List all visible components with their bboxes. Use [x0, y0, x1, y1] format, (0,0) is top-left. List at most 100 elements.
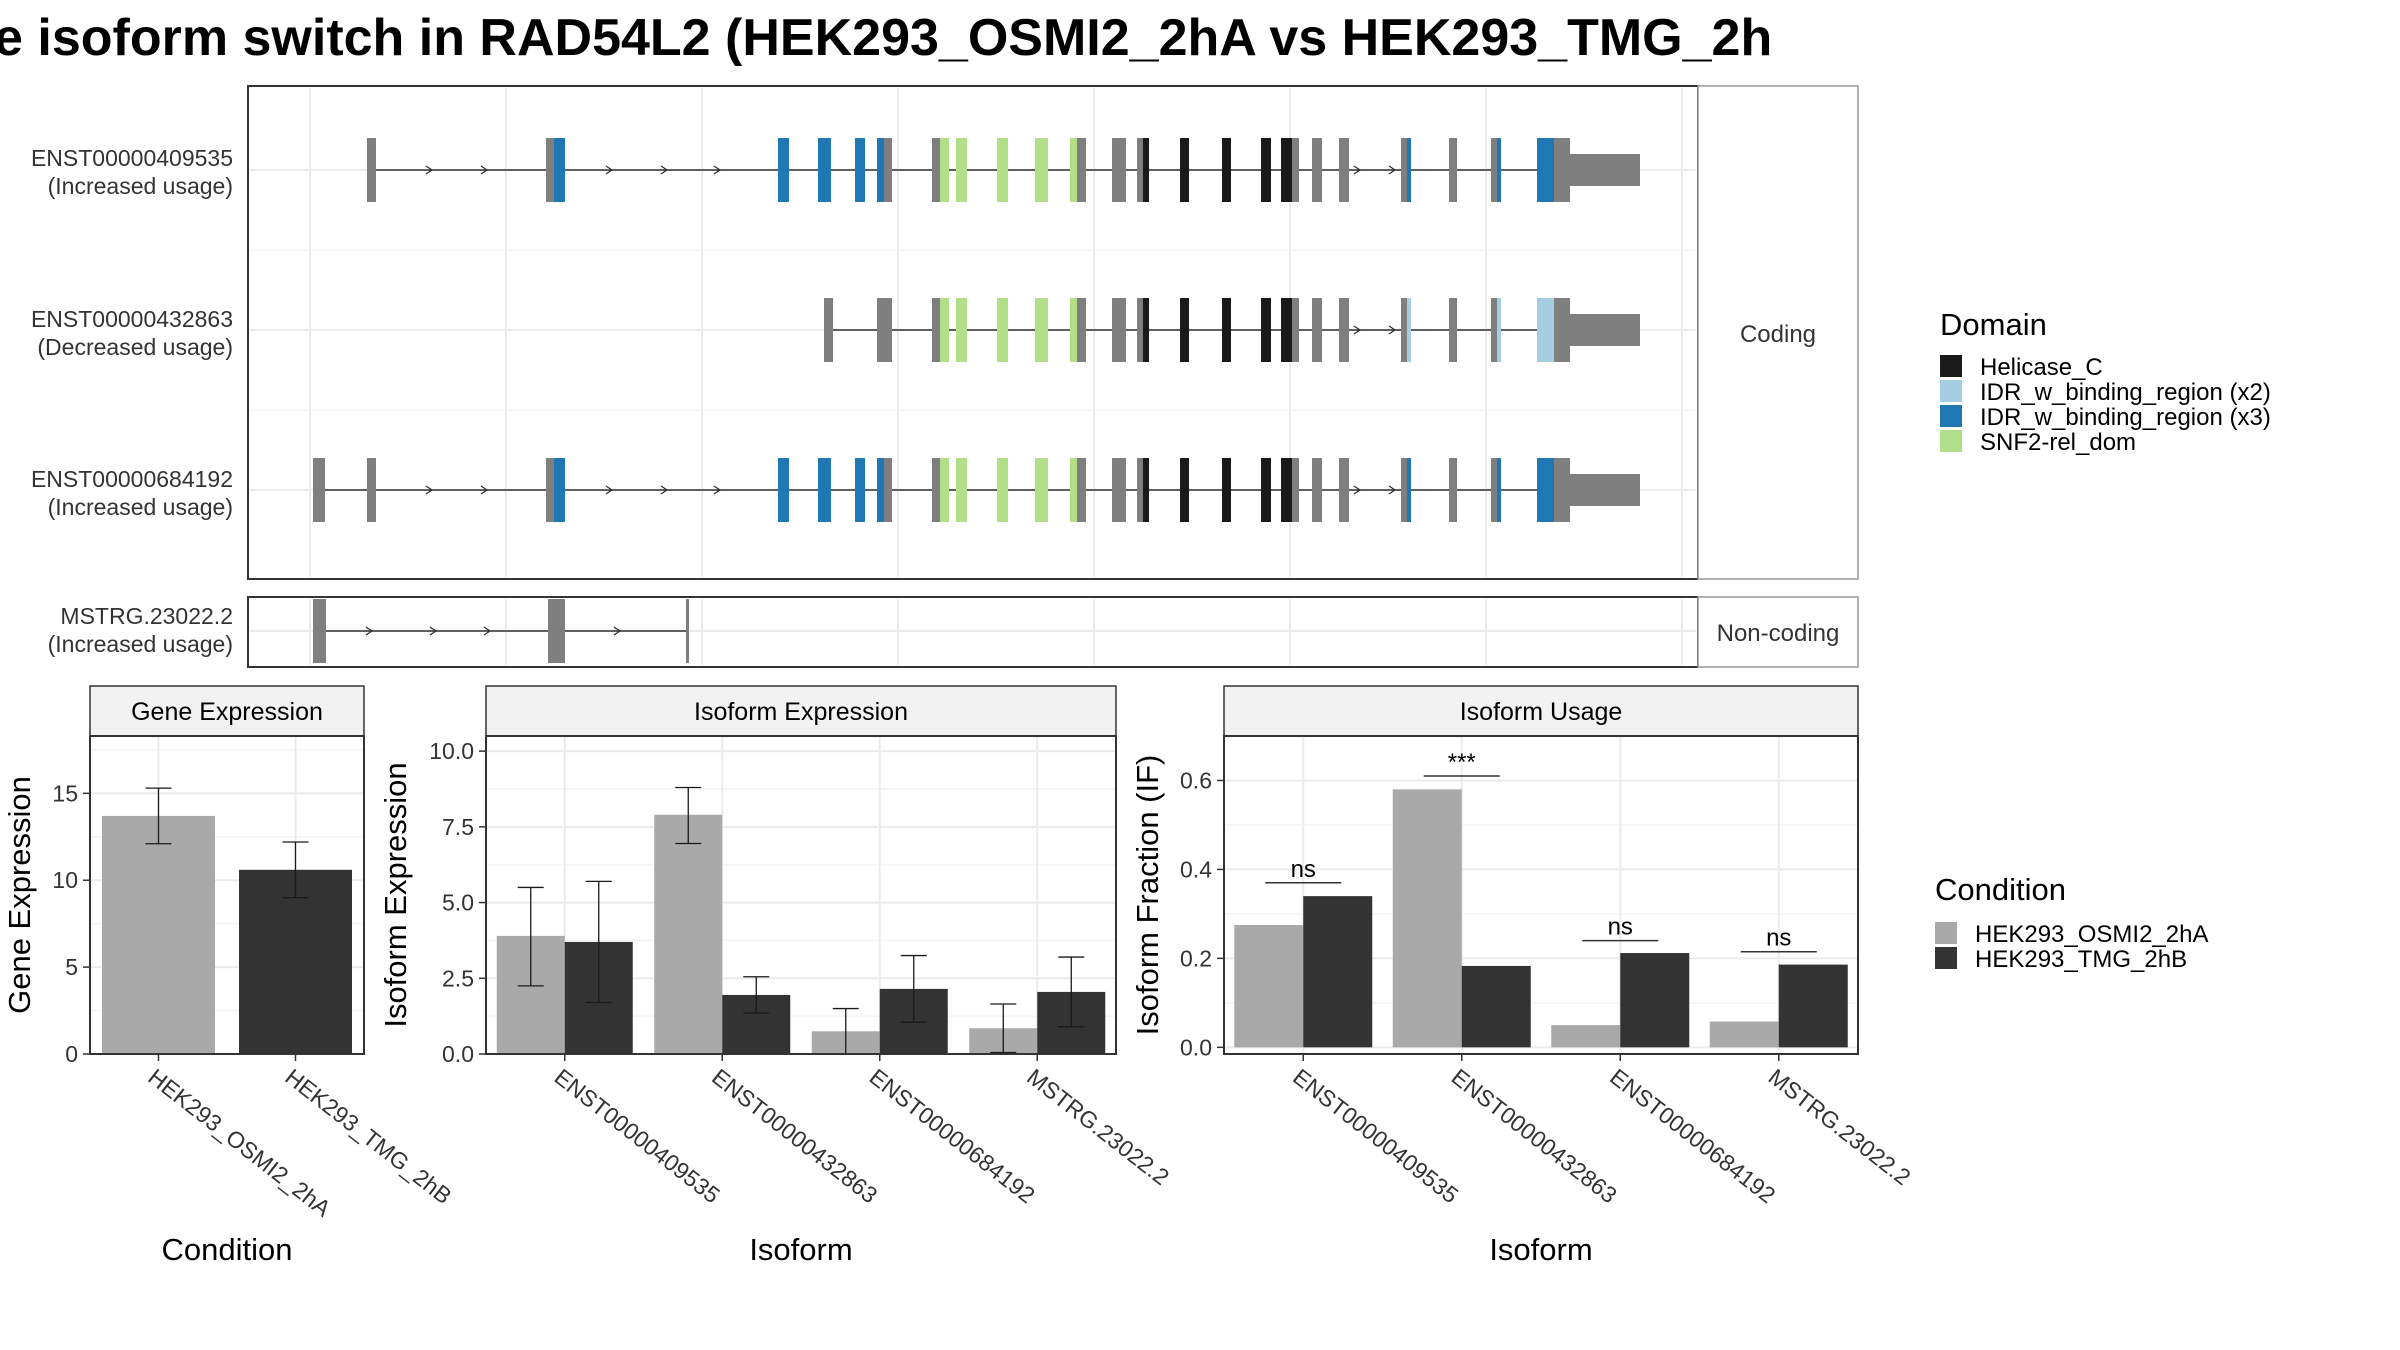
exon: [1112, 298, 1126, 362]
bar: [239, 869, 352, 1054]
bar: [1392, 789, 1462, 1048]
exon: [1401, 138, 1407, 202]
exon: [1035, 458, 1048, 522]
exon: [1261, 458, 1271, 522]
significance-label: ns: [1766, 925, 1791, 952]
bar: [102, 815, 215, 1054]
exon: [997, 458, 1008, 522]
exon: [1537, 298, 1554, 362]
transcript-track: [313, 458, 1640, 522]
strand-arrow: [1388, 485, 1397, 495]
exon: [956, 458, 967, 522]
strand-arrow: [613, 626, 622, 636]
y-tick-label: 0.6: [1180, 767, 1212, 793]
exon: [1222, 138, 1231, 202]
exon: [1449, 138, 1457, 202]
isoform-usage-chart: Isoform Usage 0.0 0.2 0.4 0.6 ns *** ns ns ENST00…: [1130, 685, 1916, 1267]
y-tick-label: 5.0: [442, 890, 474, 916]
strand-arrow: [1353, 165, 1362, 175]
y-axis-title: Isoform Expression: [378, 762, 413, 1027]
figure-title: e isoform switch in RAD54L2 (HEK293_OSMI…: [0, 9, 1772, 67]
facet-strip: [1223, 685, 1859, 737]
exon: [1143, 138, 1149, 202]
y-tick-label: 0.0: [442, 1041, 474, 1067]
significance-label: ns: [1608, 914, 1633, 941]
y-axis-title: Gene Expression: [2, 776, 37, 1014]
coding-strip: [1697, 85, 1859, 580]
exon: [1077, 138, 1086, 202]
coding-panel-frame: [247, 85, 1699, 580]
exon: [940, 138, 949, 202]
exon: [1143, 458, 1149, 522]
chart-title: Isoform Expression: [694, 698, 908, 726]
exon: [554, 138, 565, 202]
exon: [956, 298, 967, 362]
exon: [1180, 298, 1189, 362]
exon: [1180, 138, 1189, 202]
strand-arrow: [713, 165, 722, 175]
exon: [1339, 298, 1349, 362]
exon: [1449, 298, 1457, 362]
exon: [932, 298, 940, 362]
x-tick-label: MSTRG.23022.2: [1764, 1063, 1916, 1190]
bar: [1709, 1021, 1779, 1048]
transcript-label-mstrg-23022-2: MSTRG.23022.2: [60, 603, 233, 629]
chart-title: Isoform Usage: [1460, 698, 1623, 726]
y-axis-title: Isoform Fraction (IF): [1130, 755, 1165, 1036]
exon: [818, 458, 831, 522]
exon: [1537, 138, 1554, 202]
x-tick-label: ENST00000684192: [865, 1063, 1040, 1208]
facet-strip: [89, 685, 365, 737]
exon: [1137, 138, 1143, 202]
condition-legend-title: Condition: [1935, 872, 2066, 907]
exon: [1281, 138, 1292, 202]
exon: [367, 138, 376, 202]
exon: [1143, 298, 1149, 362]
x-axis-title: Isoform: [1489, 1232, 1592, 1267]
y-tick-label: 0.0: [1180, 1034, 1212, 1060]
chart-title: Gene Expression: [131, 698, 323, 726]
exon: [546, 458, 554, 522]
exon: [1035, 298, 1048, 362]
transcript-usage-enst00000432863: (Decreased usage): [37, 334, 233, 360]
utr-exon: [1570, 154, 1640, 186]
bar: [1551, 1025, 1621, 1048]
bar: [1620, 953, 1690, 1048]
x-tick-label: ENST00000432863: [1447, 1063, 1622, 1208]
transcript-tracks: [313, 138, 1640, 663]
transcript-structure-panel: Coding Non-coding ENST00000409535 (Incre…: [31, 85, 1859, 668]
strand-arrow: [1388, 325, 1397, 335]
facet-strip: [485, 685, 1117, 737]
strand-arrow: [660, 485, 669, 495]
utr-exon: [1570, 314, 1640, 346]
exon: [1497, 458, 1501, 522]
strand-arrow: [480, 485, 489, 495]
exon: [884, 138, 892, 202]
plot-frame: [89, 735, 365, 1055]
exon: [824, 298, 833, 362]
x-tick-label: ENST00000409535: [1288, 1063, 1463, 1208]
exon: [1312, 298, 1322, 362]
strand-arrow: [425, 485, 434, 495]
strand-arrow: [1388, 165, 1397, 175]
strand-arrow: [605, 165, 614, 175]
strand-arrow: [480, 165, 489, 175]
exon: [877, 458, 884, 522]
strand-arrow: [1353, 325, 1362, 335]
y-tick-label: 10.0: [429, 738, 474, 764]
exon: [1407, 138, 1411, 202]
exon: [1339, 458, 1349, 522]
exon: [1281, 298, 1292, 362]
bar: [654, 814, 723, 1054]
exon: [1491, 298, 1497, 362]
noncoding-grid: [250, 599, 1696, 665]
exon: [1407, 298, 1411, 362]
legend-label-osmi2: HEK293_OSMI2_2hA: [1975, 921, 2208, 948]
legend-key-osmi2: [1935, 922, 1957, 944]
transcript-track: [313, 599, 689, 663]
exon: [1261, 138, 1271, 202]
exon: [546, 138, 554, 202]
transcript-track: [824, 298, 1640, 362]
exon: [1281, 458, 1292, 522]
